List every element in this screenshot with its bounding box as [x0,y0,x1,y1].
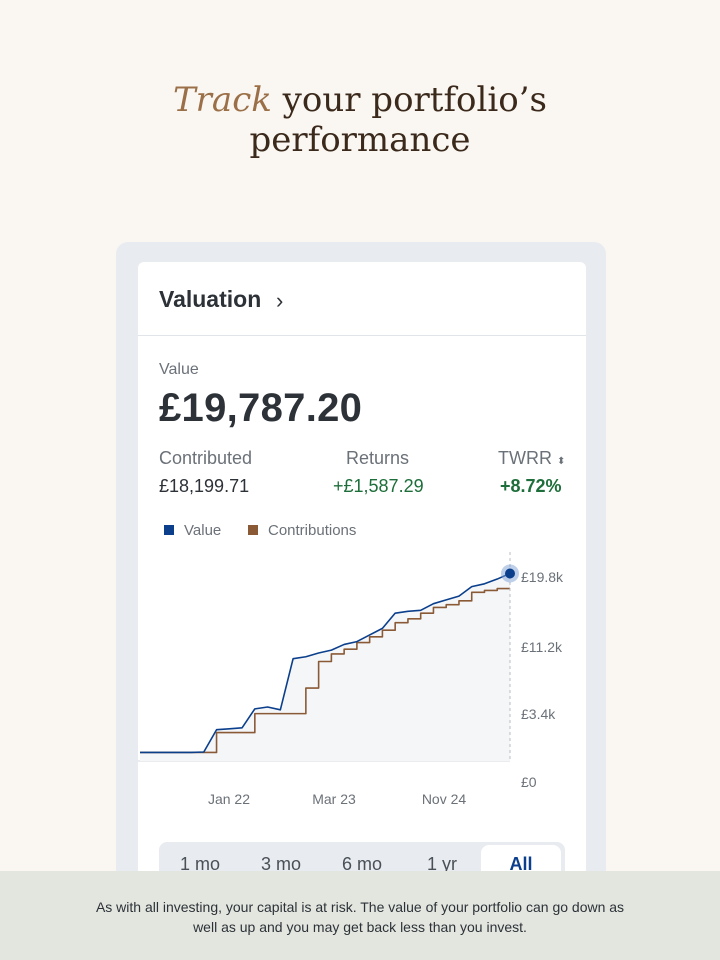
y-tick-label: £19.8k [521,569,564,585]
legend-label-contributions: Contributions [268,522,357,539]
x-tick-label: Jan 22 [208,791,250,807]
contributed-label: Contributed [159,448,253,468]
y-tick-label: £0 [521,774,537,790]
page-headline: Track your portfolio’s performance [0,80,720,160]
value-label: Value [159,361,199,378]
valuation-title[interactable]: Valuation [159,286,262,312]
legend-swatch-contributions [248,525,258,535]
disclaimer-text: As with all investing, your capital is a… [95,899,625,935]
sort-icon[interactable]: ⬍ [557,456,566,467]
x-tick-label: Nov 24 [422,791,467,807]
twrr-value: +8.72% [500,476,562,496]
valuation-chart[interactable]: £19.8k £11.2k £3.4k £0 Jan 22 Mar 23 Nov 24 [138,552,586,832]
y-tick-label: £3.4k [521,706,556,722]
valuation-header[interactable]: Valuation › [138,262,586,336]
twrr-label-text: TWRR [498,448,552,468]
chevron-right-icon[interactable]: › [276,288,284,313]
legend-item-value: Value [164,522,221,539]
series-line-value [140,572,511,754]
headline-accent: Track [173,80,272,120]
headline-line2: performance [249,120,471,160]
series-line-contributions [140,587,510,754]
contributed-value: £18,199.71 [159,476,250,496]
returns-value: +£1,587.29 [333,476,424,496]
legend-label-value: Value [184,522,222,539]
headline-rest: your portfolio’s [271,80,547,120]
twrr-label[interactable]: TWRR ⬍ [498,448,565,469]
segment-3mo[interactable]: 3 mo [260,854,302,874]
value-amount: £19,787.20 [159,386,363,430]
legend-item-contributions: Contributions [248,522,356,539]
legend-swatch-value [164,525,174,535]
valuation-card: Valuation › Value £19,787.20 Contributed… [138,262,586,902]
x-tick-label: Mar 23 [312,791,356,807]
segment-1mo[interactable]: 1 mo [179,854,221,874]
cursor-point[interactable] [505,568,515,579]
value-area [140,573,510,761]
segment-1yr[interactable]: 1 yr [426,854,457,874]
returns-label: Returns [346,448,410,468]
segment-6mo[interactable]: 6 mo [341,854,383,874]
y-tick-label: £11.2k [521,639,563,655]
risk-disclaimer: As with all investing, your capital is a… [0,871,720,960]
